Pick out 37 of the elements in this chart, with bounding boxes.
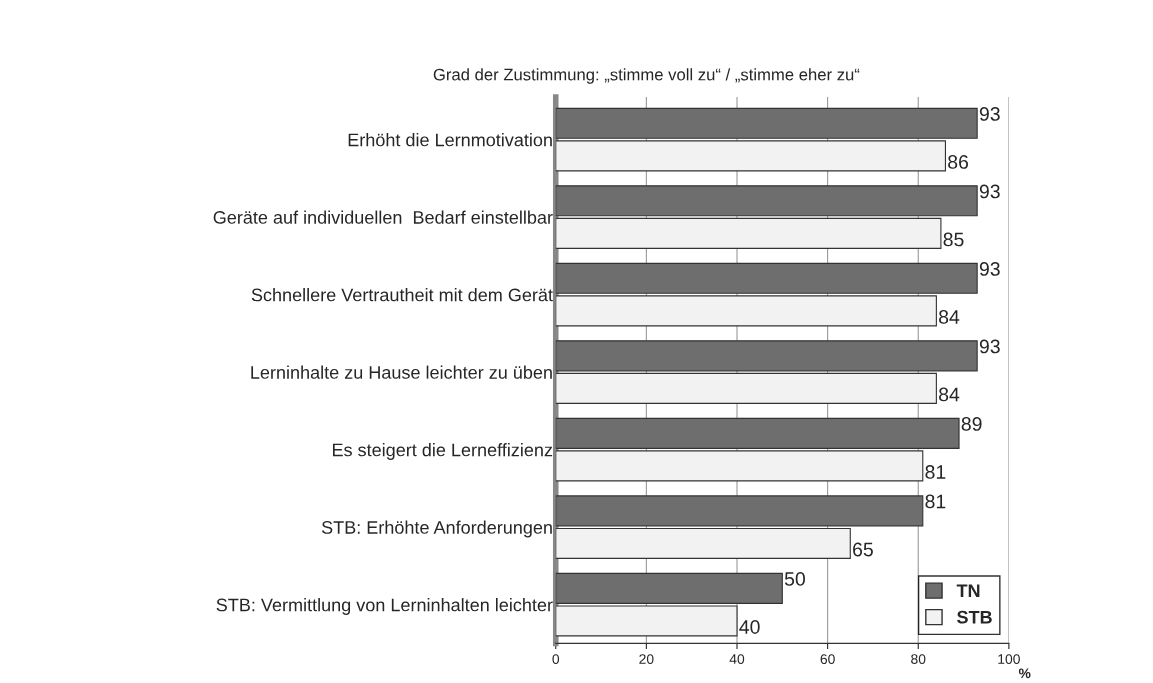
bar [555,527,851,559]
data-label: 93 [979,262,1000,276]
bar [555,372,937,404]
y-tick-label: Lerninhalte zu Hause leichter zu üben [251,365,552,379]
y-tick-label: STB: Vermittlung von Lerninhalten leichter [216,598,553,615]
y-tick-label: Schnellere Vertrautheit mit dem Gerät [251,288,553,302]
y-tick-label: Es steigert die Lerneffizienz [332,443,553,460]
data-label: 89 [961,417,982,431]
bar [555,495,924,527]
legend-label: STB [957,610,992,624]
x-tick-label: 40 [729,654,745,664]
y-tick-label: Geräte auf individuellen Bedarf einstellbar [213,210,553,224]
x-tick-label: 60 [820,654,835,664]
y-tick-label: Erhöht die Lernmotivation [348,133,552,147]
legend-label: TN [956,584,980,597]
data-label: 93 [979,107,1000,121]
data-label: 84 [939,387,960,402]
data-label: 86 [948,155,969,169]
x-tick-label: 20 [639,654,654,664]
bar [555,185,978,217]
chart-title: Grad der Zustimmung: „stimme voll zu“ / „stimme eher zu“ [433,68,860,84]
x-tick-label: 100 [998,654,1020,664]
data-label: 85 [943,232,964,247]
data-label: 84 [939,310,960,324]
y-tick-label: STB: Erhöhte Anforderungen [321,520,552,538]
data-label: 81 [925,494,946,509]
data-label: 50 [784,572,805,586]
data-label: 93 [979,184,1000,199]
data-label: 93 [979,339,1000,354]
x-tick-label: 0 [552,654,560,664]
x-axis-title: % [1018,668,1031,679]
data-label: 65 [853,542,873,557]
x-tick-label: 80 [911,654,926,664]
bar [555,340,978,372]
bar [555,217,942,249]
data-label: 81 [925,465,946,479]
data-label: 40 [739,620,760,634]
